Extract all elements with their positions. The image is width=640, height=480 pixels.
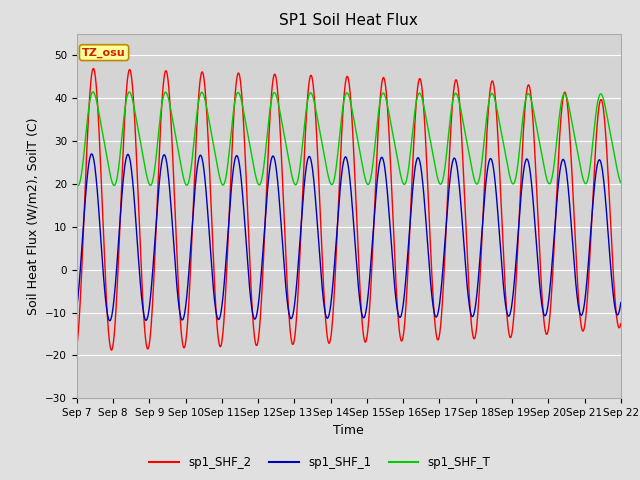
sp1_SHF_T [505, 169, 513, 175]
sp1_SHF_2 [108, 347, 115, 353]
sp1_SHF_1 [505, 313, 513, 319]
sp1_SHF_T [255, 182, 263, 188]
sp1_SHF_1 [88, 151, 95, 157]
sp1_SHF_1 [195, 157, 202, 163]
sp1_SHF_T [73, 182, 81, 188]
Title: SP1 Soil Heat Flux: SP1 Soil Heat Flux [280, 13, 418, 28]
sp1_SHF_2 [617, 321, 625, 326]
X-axis label: Time: Time [333, 424, 364, 437]
sp1_SHF_1 [182, 306, 189, 312]
sp1_SHF_1 [106, 318, 113, 324]
Legend: sp1_SHF_2, sp1_SHF_1, sp1_SHF_T: sp1_SHF_2, sp1_SHF_1, sp1_SHF_T [145, 452, 495, 474]
Line: sp1_SHF_T: sp1_SHF_T [77, 92, 621, 186]
sp1_SHF_2 [255, 327, 263, 333]
sp1_SHF_1 [617, 300, 625, 305]
sp1_SHF_1 [434, 311, 442, 317]
Line: sp1_SHF_1: sp1_SHF_1 [77, 154, 621, 321]
Y-axis label: Soil Heat Flux (W/m2), SoilT (C): Soil Heat Flux (W/m2), SoilT (C) [27, 117, 40, 315]
sp1_SHF_T [434, 176, 442, 181]
sp1_SHF_T [553, 136, 561, 142]
sp1_SHF_1 [553, 197, 561, 203]
sp1_SHF_1 [255, 292, 263, 298]
sp1_SHF_1 [73, 305, 81, 311]
sp1_SHF_T [182, 181, 189, 187]
sp1_SHF_2 [73, 343, 81, 349]
sp1_SHF_2 [90, 66, 97, 72]
sp1_SHF_2 [505, 330, 513, 336]
sp1_SHF_2 [434, 337, 442, 343]
sp1_SHF_2 [195, 96, 202, 101]
sp1_SHF_2 [553, 185, 561, 191]
Text: TZ_osu: TZ_osu [82, 48, 126, 58]
sp1_SHF_T [89, 89, 97, 95]
Line: sp1_SHF_2: sp1_SHF_2 [77, 69, 621, 350]
sp1_SHF_2 [182, 342, 189, 348]
sp1_SHF_T [617, 180, 625, 185]
sp1_SHF_T [195, 99, 202, 105]
sp1_SHF_T [74, 183, 82, 189]
